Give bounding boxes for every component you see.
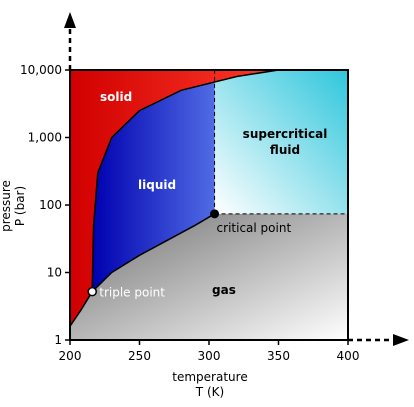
x-tick-label: 200	[59, 349, 82, 363]
axis-ticks: 200 250 300 350 400 1 10 100 1,000 10,000	[20, 63, 359, 363]
y-tick-label: 100	[39, 198, 62, 212]
vaporization-curve	[91, 213, 215, 293]
fluid-label: fluid	[270, 143, 300, 157]
x-tick-label: 400	[337, 349, 360, 363]
y-axis-label: pressure	[0, 180, 13, 232]
x-axis-label: temperature	[172, 370, 247, 384]
solid-region	[70, 70, 279, 327]
liquid-region	[92, 70, 279, 292]
critical-point-marker	[210, 209, 220, 219]
x-tick-label: 250	[128, 349, 151, 363]
x-axis-arrow-head	[393, 334, 409, 346]
y-tick-label: 1,000	[28, 131, 62, 145]
gas-region	[70, 213, 348, 340]
x-axis-label-units: T (K)	[195, 385, 224, 399]
triple-point-marker	[87, 286, 97, 297]
sublimation-curve	[69, 291, 93, 327]
solid-label: solid	[100, 90, 132, 104]
critical-point-label: critical point	[217, 221, 292, 235]
y-axis-arrow-head	[64, 12, 76, 28]
x-tick-label: 350	[267, 349, 290, 363]
y-axis-label-units: P (bar)	[13, 186, 27, 226]
y-tick-label: 10,000	[20, 63, 62, 77]
liquid-label: liquid	[138, 178, 176, 192]
y-tick-label: 10	[47, 266, 62, 280]
triple-point-label: triple point	[99, 286, 165, 300]
supercritical-label: supercritical	[243, 127, 328, 141]
gas-label: gas	[212, 283, 236, 297]
x-tick-label: 300	[198, 349, 221, 363]
supercritical-region	[214, 70, 348, 214]
melting-curve	[91, 69, 279, 292]
y-tick-label: 1	[54, 333, 62, 347]
